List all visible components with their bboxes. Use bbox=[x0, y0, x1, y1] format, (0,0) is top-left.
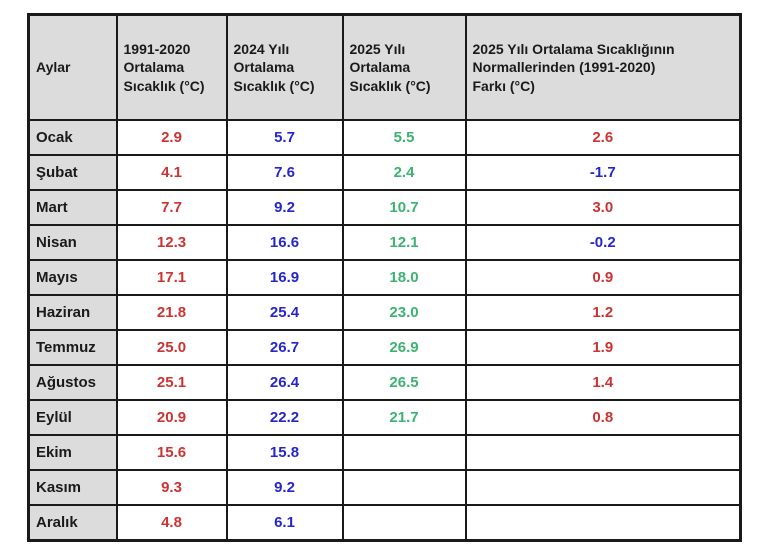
temperature-table-wrapper: Aylar 1991-2020 Ortalama Sıcaklık (°C) 2… bbox=[27, 13, 742, 542]
value-cell: 26.4 bbox=[225, 364, 344, 401]
value-cell bbox=[464, 504, 742, 542]
value-cell: 16.6 bbox=[225, 224, 344, 261]
value-cell: 9.3 bbox=[115, 469, 228, 506]
month-cell: Haziran bbox=[27, 294, 118, 331]
table-row: Kasım 9.3 9.2 bbox=[27, 469, 742, 506]
month-cell: Eylül bbox=[27, 399, 118, 436]
value-cell: 18.0 bbox=[341, 259, 467, 296]
value-cell: 2.6 bbox=[464, 119, 742, 156]
column-header-1991-2020-avg: 1991-2020 Ortalama Sıcaklık (°C) bbox=[115, 13, 228, 121]
value-cell: 15.8 bbox=[225, 434, 344, 471]
value-cell: 1.2 bbox=[464, 294, 742, 331]
value-cell: -0.2 bbox=[464, 224, 742, 261]
value-cell: 1.9 bbox=[464, 329, 742, 366]
value-cell bbox=[341, 469, 467, 506]
value-cell: 7.6 bbox=[225, 154, 344, 191]
column-header-2025-avg: 2025 Yılı Ortalama Sıcaklık (°C) bbox=[341, 13, 467, 121]
value-cell: 12.3 bbox=[115, 224, 228, 261]
month-cell: Şubat bbox=[27, 154, 118, 191]
value-cell: 10.7 bbox=[341, 189, 467, 226]
month-cell: Kasım bbox=[27, 469, 118, 506]
value-cell: 1.4 bbox=[464, 364, 742, 401]
table-row: Ocak 2.9 5.7 5.5 2.6 bbox=[27, 119, 742, 156]
monthly-temperature-table: Aylar 1991-2020 Ortalama Sıcaklık (°C) 2… bbox=[27, 13, 742, 542]
value-cell bbox=[464, 469, 742, 506]
value-cell: 9.2 bbox=[225, 469, 344, 506]
table-body: Ocak 2.9 5.7 5.5 2.6 Şubat 4.1 7.6 2.4 -1.7 Mart 7.… bbox=[27, 119, 742, 542]
value-cell: 4.1 bbox=[115, 154, 228, 191]
table-row: Ekim 15.6 15.8 bbox=[27, 434, 742, 471]
value-cell: 0.9 bbox=[464, 259, 742, 296]
value-cell: 9.2 bbox=[225, 189, 344, 226]
value-cell: 6.1 bbox=[225, 504, 344, 542]
table-header-row: Aylar 1991-2020 Ortalama Sıcaklık (°C) 2… bbox=[27, 13, 742, 121]
column-header-2025-anomaly: 2025 Yılı Ortalama Sıcaklığının Normalle… bbox=[464, 13, 742, 121]
month-cell: Aralık bbox=[27, 504, 118, 542]
value-cell: -1.7 bbox=[464, 154, 742, 191]
value-cell: 16.9 bbox=[225, 259, 344, 296]
value-cell: 25.0 bbox=[115, 329, 228, 366]
table-row: Ağustos 25.1 26.4 26.5 1.4 bbox=[27, 364, 742, 401]
value-cell: 7.7 bbox=[115, 189, 228, 226]
value-cell: 5.7 bbox=[225, 119, 344, 156]
month-cell: Ocak bbox=[27, 119, 118, 156]
value-cell: 26.5 bbox=[341, 364, 467, 401]
value-cell bbox=[341, 434, 467, 471]
column-header-2024-avg: 2024 Yılı Ortalama Sıcaklık (°C) bbox=[225, 13, 344, 121]
month-cell: Mart bbox=[27, 189, 118, 226]
value-cell: 2.4 bbox=[341, 154, 467, 191]
value-cell: 26.9 bbox=[341, 329, 467, 366]
table-row: Mayıs 17.1 16.9 18.0 0.9 bbox=[27, 259, 742, 296]
value-cell: 4.8 bbox=[115, 504, 228, 542]
table-row: Temmuz 25.0 26.7 26.9 1.9 bbox=[27, 329, 742, 366]
month-cell: Temmuz bbox=[27, 329, 118, 366]
value-cell: 17.1 bbox=[115, 259, 228, 296]
value-cell bbox=[464, 434, 742, 471]
value-cell: 22.2 bbox=[225, 399, 344, 436]
value-cell: 21.8 bbox=[115, 294, 228, 331]
column-header-months: Aylar bbox=[27, 13, 118, 121]
table-row: Haziran 21.8 25.4 23.0 1.2 bbox=[27, 294, 742, 331]
month-cell: Mayıs bbox=[27, 259, 118, 296]
value-cell: 2.9 bbox=[115, 119, 228, 156]
table-row: Mart 7.7 9.2 10.7 3.0 bbox=[27, 189, 742, 226]
value-cell: 21.7 bbox=[341, 399, 467, 436]
value-cell: 25.1 bbox=[115, 364, 228, 401]
value-cell: 3.0 bbox=[464, 189, 742, 226]
value-cell: 26.7 bbox=[225, 329, 344, 366]
value-cell: 25.4 bbox=[225, 294, 344, 331]
table-row: Nisan 12.3 16.6 12.1 -0.2 bbox=[27, 224, 742, 261]
value-cell: 15.6 bbox=[115, 434, 228, 471]
value-cell: 0.8 bbox=[464, 399, 742, 436]
month-cell: Ekim bbox=[27, 434, 118, 471]
table-row: Şubat 4.1 7.6 2.4 -1.7 bbox=[27, 154, 742, 191]
value-cell: 20.9 bbox=[115, 399, 228, 436]
month-cell: Ağustos bbox=[27, 364, 118, 401]
month-cell: Nisan bbox=[27, 224, 118, 261]
table-row: Aralık 4.8 6.1 bbox=[27, 504, 742, 542]
value-cell: 5.5 bbox=[341, 119, 467, 156]
value-cell: 12.1 bbox=[341, 224, 467, 261]
value-cell: 23.0 bbox=[341, 294, 467, 331]
value-cell bbox=[341, 504, 467, 542]
table-row: Eylül 20.9 22.2 21.7 0.8 bbox=[27, 399, 742, 436]
